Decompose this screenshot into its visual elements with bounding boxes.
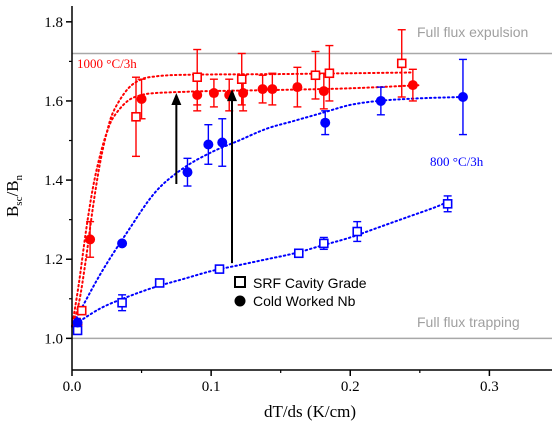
data-point-square xyxy=(293,248,304,259)
data-point-square xyxy=(72,325,83,336)
data-point-square xyxy=(310,70,321,81)
data-point-square xyxy=(319,238,329,249)
annotation-1000C: 1000 °C/3h xyxy=(77,56,137,71)
axis-ticks: 0.0 0.1 0.2 0.3 1.0 1.2 1.4 1.6 1.8 xyxy=(44,15,499,395)
data-point-circle xyxy=(136,93,147,104)
data-point-square xyxy=(214,264,225,274)
data-point-circle xyxy=(375,95,386,106)
data-point-circle xyxy=(238,88,249,99)
y-axis-label: Bsc/Bn xyxy=(3,174,25,217)
fit-curve-2 xyxy=(71,96,463,328)
data-point-circle xyxy=(320,117,331,128)
data-point-square xyxy=(442,199,453,209)
legend-label-cold-worked: Cold Worked Nb xyxy=(253,293,356,309)
data-point-circle xyxy=(407,80,418,91)
reference-lines xyxy=(72,52,552,340)
data-point-square xyxy=(154,278,165,288)
data-point-circle xyxy=(457,92,468,102)
data-point-circle xyxy=(318,86,329,97)
arrow-head-1 xyxy=(227,89,237,102)
data-point-square xyxy=(324,68,335,79)
data-point-square xyxy=(236,74,247,84)
data-point-circle xyxy=(208,88,219,99)
data-points xyxy=(71,58,468,336)
data-point-square xyxy=(192,72,203,83)
x-tick-label: 0.1 xyxy=(202,379,221,395)
x-tick-label: 0.2 xyxy=(341,379,360,395)
reference-label-expulsion: Full flux expulsion xyxy=(417,24,528,40)
reference-label-trapping: Full flux trapping xyxy=(417,314,520,330)
annotation-800C: 800 °C/3h xyxy=(430,154,484,169)
legend: SRF Cavity Grade Cold Worked Nb xyxy=(234,275,367,309)
data-point-square xyxy=(117,297,127,308)
data-point-circle xyxy=(117,238,128,249)
y-tick-label: 1.8 xyxy=(44,15,63,31)
data-point-circle xyxy=(72,317,83,328)
fit-curve-3 xyxy=(71,200,449,328)
x-axis-label: dT/ds (K/cm) xyxy=(264,402,356,421)
x-tick-label: 0.3 xyxy=(480,379,499,395)
y-tick-label: 1.0 xyxy=(44,331,63,347)
data-point-square xyxy=(76,305,87,316)
legend-marker-open-square xyxy=(234,276,246,288)
y-tick-label: 1.4 xyxy=(44,173,63,189)
data-point-circle xyxy=(292,82,303,93)
data-point-square xyxy=(352,226,363,237)
data-point-circle xyxy=(257,84,268,95)
arrow-head-0 xyxy=(171,93,182,106)
legend-label-srf: SRF Cavity Grade xyxy=(253,275,367,291)
data-point-circle xyxy=(192,90,203,101)
data-point-circle xyxy=(182,167,193,178)
legend-marker-filled-circle xyxy=(234,295,246,307)
data-point-circle xyxy=(85,234,96,245)
data-point-circle xyxy=(203,139,214,150)
y-tick-label: 1.2 xyxy=(44,252,63,268)
y-tick-label: 1.6 xyxy=(44,94,63,110)
arrows xyxy=(171,89,237,264)
data-point-square xyxy=(396,58,407,69)
data-point-square xyxy=(131,111,141,122)
plot-frame xyxy=(71,6,552,371)
data-point-circle xyxy=(267,84,278,95)
data-point-circle xyxy=(217,137,228,148)
x-tick-label: 0.0 xyxy=(63,379,82,395)
